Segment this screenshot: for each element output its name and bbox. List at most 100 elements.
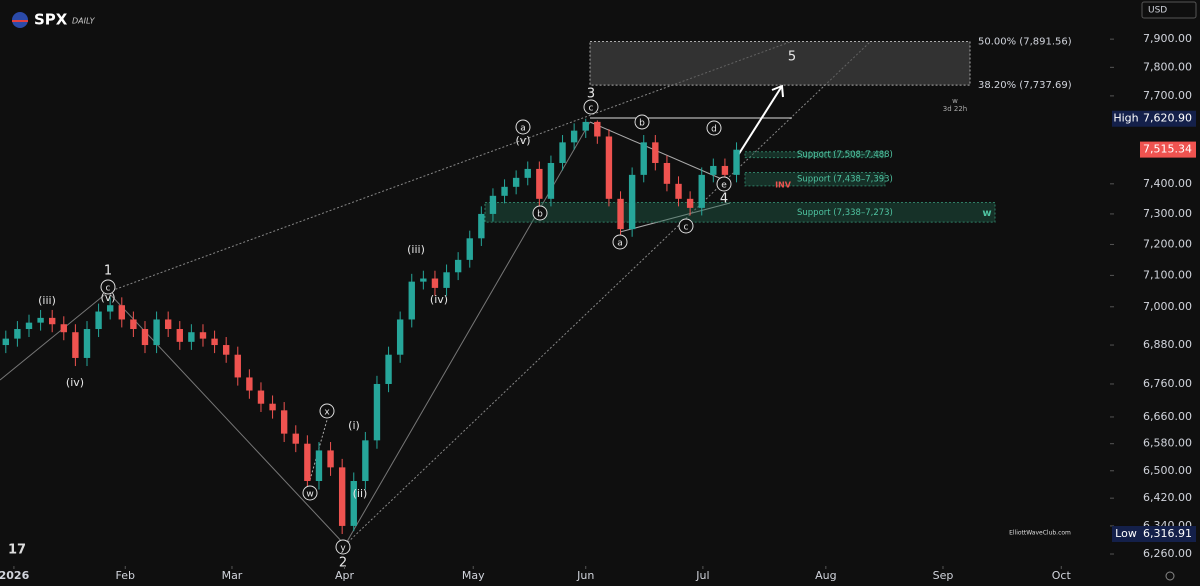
y-tick-label: 6,660.00 [1143,410,1192,423]
wave-circle [335,539,351,555]
wave-label: a [617,239,623,249]
candle-body [211,338,218,346]
candle-body [698,174,705,208]
price-axis [1110,0,1200,586]
wave-label: 3 [587,87,595,102]
candle-body [304,443,311,482]
support-label: Support (7,508–7,488) [797,150,893,160]
candle-body [130,319,137,330]
candle-body [721,165,729,175]
candle-body [373,383,381,441]
candle-body [501,186,508,196]
candle-body [454,259,462,273]
arrow-head [771,84,784,98]
currency-box[interactable] [1141,1,1197,19]
logo: SPX DAILY [12,11,96,29]
candle-body [141,329,149,346]
candle-body [570,130,578,143]
y-tick-label: 6,420.00 [1143,491,1192,504]
candle-body [83,329,91,358]
candle-body [176,329,183,342]
wave-label: 4 [720,192,728,207]
candle-body [466,238,473,260]
candle-body [350,481,357,526]
wave-label: 1 [104,264,112,279]
wave-label: ElliottWaveClub.com [1009,530,1071,537]
low-tag [1112,525,1140,542]
wave-label: e [721,181,727,191]
y-tick-label: 7,200.00 [1143,237,1192,250]
candle-body [385,354,392,384]
candle-body [338,467,346,526]
candle-body [95,311,102,330]
y-tick-label: 6,880.00 [1143,338,1192,351]
candle-body [733,149,740,175]
wave-label: (iv) [430,293,448,306]
settings-icon[interactable] [1165,571,1175,581]
x-tick-label: Jul [695,569,709,582]
wave-label: x [324,408,330,418]
candle-body [49,317,56,325]
x-tick-label: May [462,569,485,582]
wave-circle [612,234,628,250]
x-tick-label: Feb [116,569,135,582]
high-label: High [1113,112,1138,125]
y-tick-label: 7,400.00 [1143,177,1192,190]
support-label: Support (7,438–7,393) [797,175,893,185]
wave-label: b [537,210,543,220]
candle-body [292,433,299,444]
support-zone [484,201,996,223]
channel-line [344,41,871,546]
candle-body [362,440,369,482]
y-tick-label: 7,300.00 [1143,207,1192,220]
y-tick-label: 7,100.00 [1143,268,1192,281]
candle-body [443,272,450,288]
wave-label: 2 [339,556,347,571]
wave-circle [706,120,722,136]
candle-body [559,142,566,163]
wave-circle [678,218,694,234]
x-tick-label: Oct [1052,569,1072,582]
y-tick-label: 6,760.00 [1143,377,1192,390]
candle-body [628,174,636,230]
wave-label: (v) [515,134,530,147]
high-value: 7,620.90 [1143,112,1192,125]
wave-label: INV [775,181,792,190]
candle-body [234,354,241,378]
candle-body [280,410,288,434]
candle-body [72,332,79,358]
wave-label: (iii) [38,294,56,307]
wave-label: b [639,119,645,129]
candle-body [14,329,21,339]
y-tick-label: 6,500.00 [1143,464,1192,477]
wave-label: c [106,284,111,294]
wave-circle [532,205,548,221]
x-tick-label: Mar [222,569,243,582]
candle-body [188,332,195,342]
candle-body [617,198,624,230]
candle-body [594,121,601,137]
fib-label: 38.20% (7,737.69) [978,80,1072,91]
wave-label: d [711,125,717,135]
wave-circle [100,279,116,295]
candle-body [222,345,230,355]
candle-body [582,121,589,131]
candle-body [710,165,717,175]
wave-label: y [340,544,346,554]
x-tick-label: Jun [576,569,594,582]
wave-label: c [589,104,594,114]
candle-body [408,281,415,320]
candle-body [315,450,323,482]
logo-stripe [12,20,28,22]
candle-body [524,168,531,178]
wave-label: w [306,490,313,500]
wave-label: c [684,223,689,233]
support-zone [744,171,886,187]
wave-label: (ii) [353,487,368,500]
currency: USD [1148,6,1167,16]
high-badge [1140,110,1196,127]
projection-arrow [734,85,783,161]
wave-label: 5 [788,50,796,65]
